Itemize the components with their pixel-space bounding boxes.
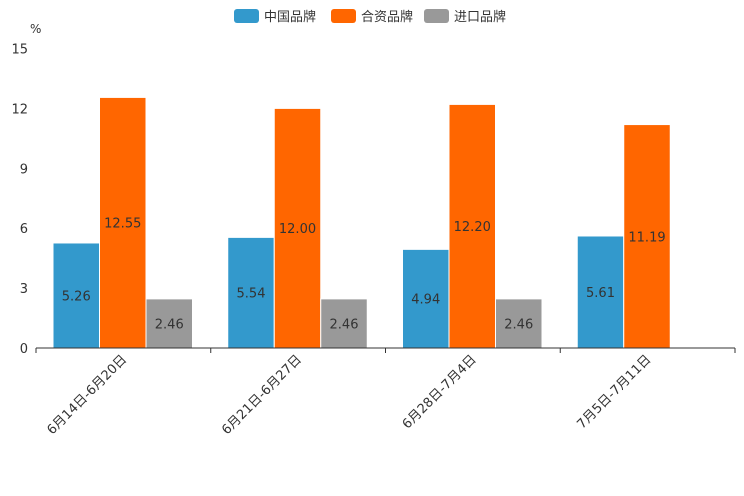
bar-china-brand[interactable] (227, 236, 275, 349)
legend-swatch (234, 9, 259, 23)
bar-value-label: 5.61 (586, 286, 615, 301)
bar-china-brand[interactable] (52, 242, 100, 349)
legend-swatch (424, 9, 449, 23)
bar-jv-brand[interactable] (99, 96, 147, 349)
legend-item[interactable]: 进口品牌 (424, 9, 506, 25)
y-tick-label: 0 (20, 342, 28, 357)
bar-value-label: 12.20 (454, 220, 491, 235)
bar-value-label: 5.54 (237, 287, 266, 302)
x-category-label: 7月5日-7月11日 (575, 352, 655, 432)
bar-jv-brand[interactable] (623, 124, 671, 349)
legend[interactable]: 中国品牌 合资品牌 进口品牌 (234, 9, 506, 25)
bar-value-label: 5.26 (62, 289, 91, 304)
legend-item[interactable]: 中国品牌 (234, 9, 316, 25)
bar-value-label: 4.94 (411, 293, 440, 308)
y-tick-label: 3 (20, 282, 28, 297)
bar-value-label: 12.55 (104, 217, 141, 232)
y-tick-label: 6 (20, 222, 28, 237)
bar-jv-brand[interactable] (273, 107, 322, 349)
bars: 5.26 12.55 2.46 5.54 12.00 2.46 4.94 12.20 2.46 5… (52, 96, 671, 349)
bar-import-brand[interactable] (320, 298, 368, 349)
y-axis-ticks: 0 3 6 9 12 15 (11, 43, 28, 358)
x-category-label: 6月14日-6月20日 (44, 352, 130, 438)
bar-value-label: 2.46 (155, 317, 184, 332)
y-tick-label: 9 (20, 162, 28, 177)
bar-value-label: 12.00 (279, 222, 316, 237)
bar-jv-brand[interactable] (448, 103, 496, 349)
bar-value-label: 2.46 (504, 317, 533, 332)
legend-swatch (331, 9, 356, 23)
x-category-label: 6月21日-6月27日 (219, 352, 305, 438)
x-category-label: 6月28日-7月4日 (400, 352, 480, 432)
legend-label: 合资品牌 (361, 9, 413, 25)
legend-label: 进口品牌 (454, 9, 506, 25)
x-axis: 6月14日-6月20日 6月21日-6月27日 6月28日-7月4日 7月5日-7月1… (35, 347, 736, 438)
legend-label: 中国品牌 (264, 9, 316, 25)
bar-value-label: 11.19 (628, 230, 665, 245)
bar-import-brand[interactable] (145, 298, 193, 349)
bar-value-label: 2.46 (330, 317, 359, 332)
y-tick-label: 12 (11, 102, 28, 117)
y-axis-unit-label: % (30, 22, 41, 36)
bar-china-brand[interactable] (576, 235, 625, 349)
y-tick-label: 15 (11, 43, 28, 58)
legend-item[interactable]: 合资品牌 (331, 9, 413, 25)
